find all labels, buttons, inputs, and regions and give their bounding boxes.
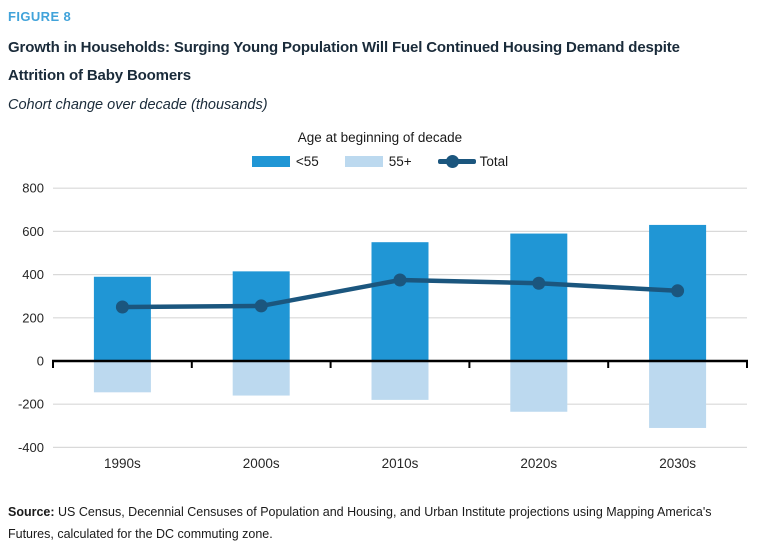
total-point-2000s [254,299,268,313]
y-tick-label: 200 [22,310,44,325]
y-tick-label: 400 [22,267,44,282]
total-point-2020s [532,276,546,290]
total-point-2030s [671,284,685,298]
chart-legend: Age at beginning of decade <55 55+ Total [0,130,760,169]
legend-label-under55: <55 [295,154,319,169]
legend-items: <55 55+ Total [0,154,760,169]
under55-swatch-icon [251,156,290,167]
bar-under55-2010s [371,242,429,361]
bar-55plus-2030s [649,361,707,428]
source-label: Source: [8,505,55,519]
household-growth-chart: 800 600 400 200 0 -200 -400 1990s 2000s 2010s 2020… [18,181,748,471]
total-point-2010s [393,273,407,287]
total-line-swatch-icon [437,155,476,168]
figure-label: FIGURE 8 [8,9,72,24]
legend-label-total: Total [479,154,509,169]
y-tick-label: -400 [18,440,44,455]
legend-title: Age at beginning of decade [297,130,463,145]
page-title: Growth in Households: Surging Young Popu… [8,34,752,90]
bar-under55-2000s [232,271,290,361]
bar-under55-1990s [93,276,151,361]
bar-under55-2020s [510,233,568,361]
bar-55plus-1990s [93,361,151,393]
y-tick-label: 600 [22,224,44,239]
x-category-label: 2020s [520,456,557,471]
legend-item-under55: <55 [251,154,319,169]
chart-subtitle: Cohort change over decade (thousands) [8,97,268,113]
source-text: US Census, Decennial Censuses of Populat… [8,505,712,541]
55plus-swatch-icon [344,156,383,167]
title-line-1: Growth in Households: Surging Young Popu… [8,39,680,56]
x-category-label: 2010s [382,456,419,471]
legend-item-total: Total [437,154,509,169]
title-line-2: Attrition of Baby Boomers [8,67,191,84]
y-tick-label: 800 [22,181,44,196]
x-category-label: 2030s [659,456,696,471]
bar-55plus-2010s [371,361,429,400]
y-tick-label: -200 [18,397,44,412]
x-category-label: 2000s [243,456,280,471]
bar-55plus-2000s [232,361,290,396]
bar-55plus-2020s [510,361,568,412]
source-note: Source: US Census, Decennial Censuses of… [8,502,750,544]
legend-item-55plus: 55+ [344,154,412,169]
y-tick-label: 0 [37,354,44,369]
total-point-1990s [115,300,129,314]
x-category-label: 1990s [104,456,141,471]
legend-label-55plus: 55+ [388,154,412,169]
